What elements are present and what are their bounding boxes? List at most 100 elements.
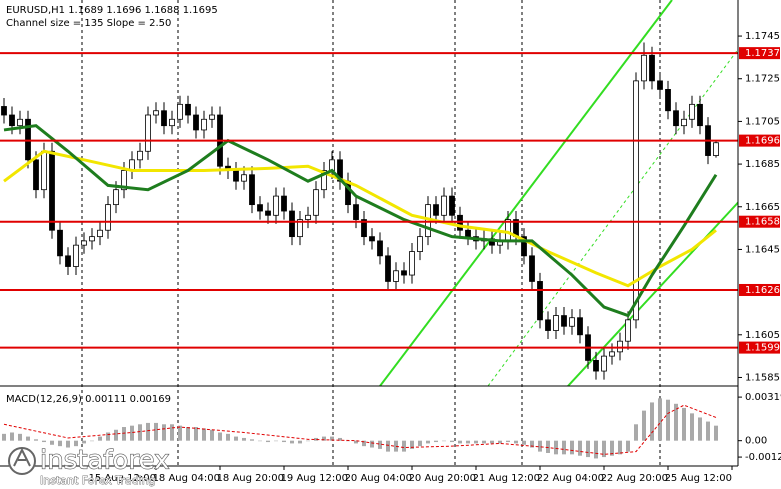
macd-bar — [242, 437, 246, 441]
candle-body — [233, 170, 239, 182]
candle-body — [241, 174, 247, 182]
macd-bar — [418, 440, 422, 447]
candle-body — [553, 315, 559, 331]
macd-bar — [226, 433, 230, 441]
macd-bar — [266, 440, 270, 443]
y-tick-label: 1.1685 — [745, 159, 780, 170]
candle-body — [417, 236, 423, 252]
macd-bar — [290, 440, 294, 444]
macd-bar — [642, 410, 646, 441]
moving-average — [3, 149, 717, 288]
logo-mark — [13, 447, 31, 467]
macd-bar — [554, 440, 558, 455]
candle-body — [145, 114, 151, 152]
macd-bar — [42, 440, 46, 443]
macd-bar — [626, 440, 630, 452]
macd-bar — [474, 440, 478, 444]
candle-body — [313, 189, 319, 216]
macd-bar — [66, 440, 70, 448]
candle-body — [153, 110, 159, 116]
macd-bar — [690, 413, 694, 441]
macd-bar — [234, 436, 238, 441]
candle-body — [193, 114, 199, 131]
level-label-box — [739, 215, 780, 228]
candle-body — [649, 54, 655, 82]
macd-bar — [698, 417, 702, 441]
candle-body — [289, 210, 295, 238]
macd-bar — [274, 440, 278, 442]
macd-bar — [178, 425, 182, 441]
macd-bar — [402, 440, 406, 452]
candle-body — [697, 103, 703, 127]
x-tick-label: 19 Aug 12:00 — [281, 473, 348, 484]
candle-body — [273, 195, 279, 216]
macd-bar — [602, 440, 606, 458]
macd-bar — [114, 429, 118, 441]
macd-bar — [386, 440, 390, 452]
macd-bar — [258, 440, 262, 442]
macd-bar — [330, 436, 334, 441]
candle-body — [361, 219, 367, 238]
candle-body — [593, 359, 599, 372]
macd-bar — [90, 440, 94, 442]
macd-bar — [610, 440, 614, 456]
macd-bar — [138, 424, 142, 441]
candle-body — [305, 214, 311, 220]
macd-bar — [98, 436, 102, 441]
macd-bar — [314, 437, 318, 441]
candles — [1, 42, 719, 380]
candle-body — [529, 255, 535, 282]
macd-bar — [618, 440, 622, 455]
candle-body — [57, 229, 63, 257]
y-tick-label: 0.00 — [745, 436, 767, 447]
candle-body — [105, 204, 111, 231]
candle-body — [401, 270, 407, 276]
macd-bar — [482, 440, 486, 444]
macd-bar — [658, 398, 662, 441]
macd-bar — [26, 436, 30, 441]
macd-panel: 0.00319 0.00 -0.00120 — [2, 392, 781, 463]
candle-body — [657, 80, 663, 90]
chart-subtitle: Channel size = 135 Slope = 2.50 — [6, 18, 171, 29]
chart-title: EURUSD,H1 1.1689 1.1696 1.1688 1.1695 — [6, 5, 218, 16]
candle-body — [73, 244, 79, 267]
macd-bar — [338, 437, 342, 441]
macd-bar — [322, 436, 326, 441]
macd-bar — [434, 440, 438, 443]
candle-body — [537, 281, 543, 321]
candle-body — [33, 159, 39, 191]
candle-body — [321, 170, 327, 191]
macd-bar — [666, 399, 670, 441]
candle-body — [393, 270, 399, 282]
candle-body — [353, 204, 359, 220]
macd-bar — [450, 440, 454, 443]
candle-body — [673, 110, 679, 127]
macd-bar — [562, 440, 566, 455]
macd-bar — [394, 440, 398, 452]
macd-bar — [426, 440, 430, 444]
macd-bar — [282, 440, 286, 443]
macd-bar — [82, 440, 86, 444]
candle-body — [257, 204, 263, 212]
macd-bar — [50, 440, 54, 445]
macd-bar — [218, 432, 222, 441]
macd-bar — [122, 427, 126, 441]
y-tick-label: -0.00120 — [745, 452, 781, 463]
candle-body — [625, 319, 631, 342]
y-tick-label: 1.1605 — [745, 330, 780, 341]
macd-bar — [354, 440, 358, 444]
level-label-box — [739, 341, 780, 354]
macd-bar — [18, 433, 22, 441]
candle-body — [281, 195, 287, 212]
candle-body — [161, 110, 167, 127]
macd-bar — [410, 440, 414, 449]
y-tick-label: 1.1725 — [745, 74, 780, 85]
macd-title: MACD(12,26,9) 0.00111 0.00169 — [6, 394, 171, 405]
macd-bar — [106, 432, 110, 441]
macd-bar — [714, 425, 718, 441]
macd-bar — [130, 425, 134, 441]
y-tick-label: 1.1585 — [745, 372, 780, 383]
level-label: 1.1737 — [745, 48, 780, 59]
